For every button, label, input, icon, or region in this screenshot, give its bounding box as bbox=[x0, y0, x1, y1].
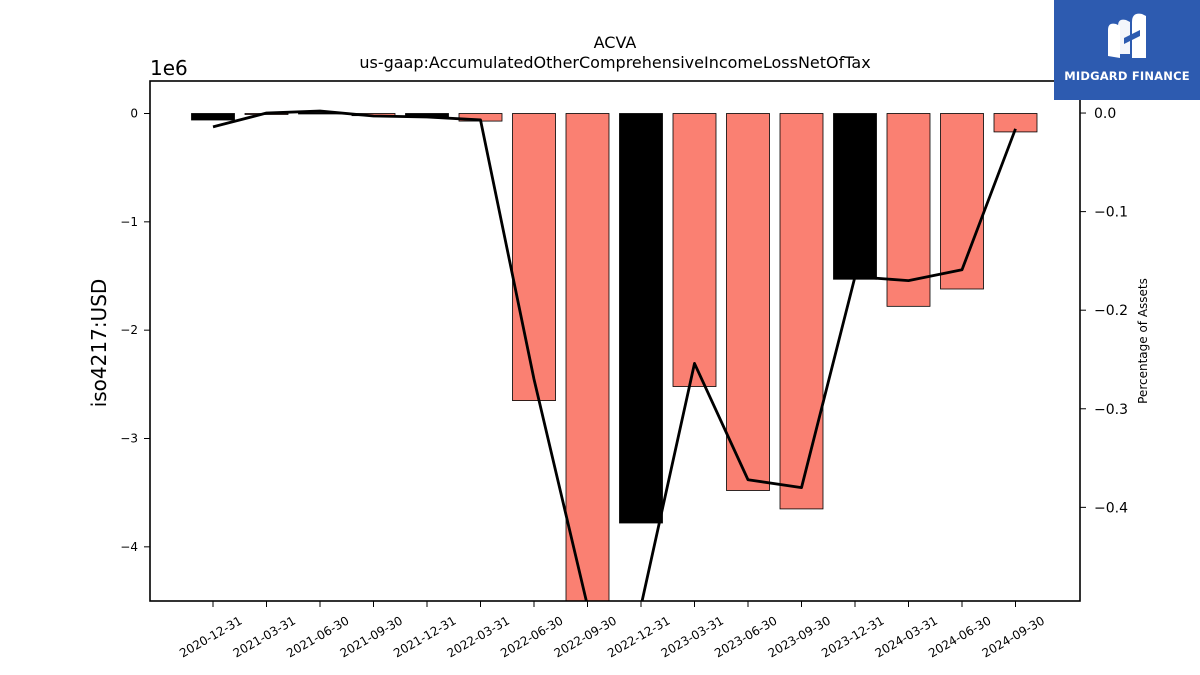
y-tick-label: −1 bbox=[120, 215, 138, 229]
bar-2024-03-31 bbox=[886, 113, 931, 307]
bar-2024-06-30 bbox=[940, 113, 984, 290]
line-series bbox=[212, 109, 1017, 601]
bar-2022-12-31 bbox=[619, 113, 663, 524]
bar-series bbox=[191, 112, 1038, 601]
bar-2023-09-30 bbox=[779, 113, 824, 510]
y-tick-label: 0 bbox=[130, 107, 138, 121]
percentage-line bbox=[212, 109, 1017, 601]
y2-axis-label: Percentage of Assets bbox=[1136, 278, 1150, 404]
y2-tick-label: −0.2 bbox=[1094, 303, 1128, 319]
y-tick-label: −3 bbox=[120, 432, 138, 446]
logo-text: MIDGARD FINANCE bbox=[1064, 69, 1190, 83]
y2-tick-label: −0.3 bbox=[1094, 402, 1128, 418]
chart-subtitle: us-gaap:AccumulatedOtherComprehensiveInc… bbox=[359, 53, 870, 72]
brand-logo: MIDGARD FINANCE bbox=[1054, 0, 1200, 100]
midgard-logo-icon bbox=[1108, 13, 1146, 59]
bar-2023-12-31 bbox=[833, 113, 877, 280]
y2-tick-label: 0.0 bbox=[1094, 106, 1116, 122]
y2-tick-label: −0.4 bbox=[1094, 500, 1128, 516]
y-tick-label: −4 bbox=[120, 540, 138, 554]
y-tick-label: −2 bbox=[120, 323, 138, 337]
y-axis-label: iso4217:USD bbox=[87, 279, 111, 408]
y2-tick-label: −0.1 bbox=[1094, 205, 1128, 221]
bar-2023-06-30 bbox=[726, 113, 770, 491]
bar-2022-06-30 bbox=[512, 113, 556, 401]
plot-frame bbox=[149, 80, 1081, 602]
bar-2023-03-31 bbox=[672, 113, 717, 387]
bar-2020-12-31 bbox=[191, 113, 235, 121]
bar-2022-09-30 bbox=[565, 113, 610, 601]
chart-title: ACVA bbox=[594, 33, 637, 52]
y-offset-label: 1e6 bbox=[150, 56, 188, 80]
